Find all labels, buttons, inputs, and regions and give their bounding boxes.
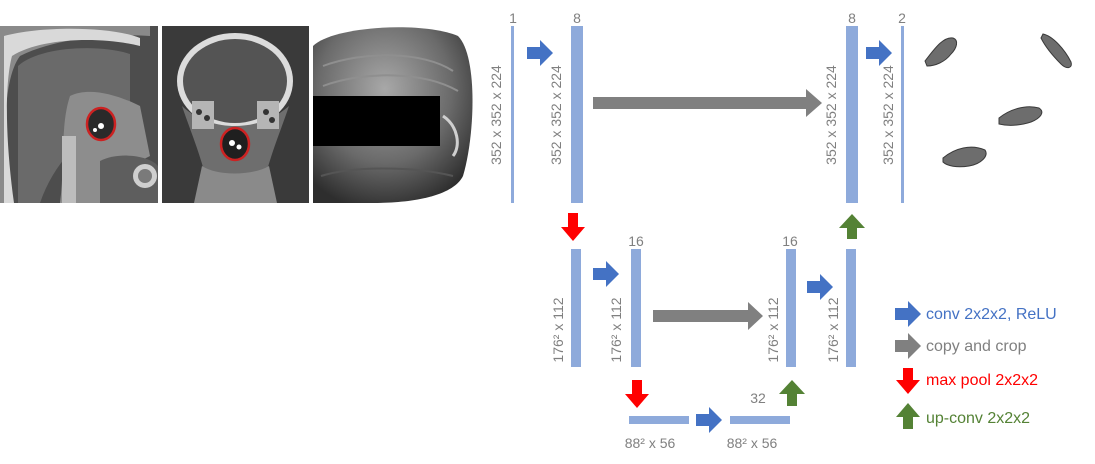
dim-label-enc1: 352 x 352 x 224 bbox=[548, 65, 564, 165]
legend-conv-icon bbox=[895, 301, 921, 327]
decoder1-feature-map-bar bbox=[846, 26, 858, 203]
3d-head-render-image bbox=[313, 26, 477, 203]
dim-label-up1: 176² x 112 bbox=[825, 297, 841, 362]
pool1-feature-map-bar bbox=[571, 249, 581, 367]
legend-pool-label: max pool 2x2x2 bbox=[926, 372, 1038, 389]
channel-label-enc2: 16 bbox=[628, 233, 644, 249]
dim-label-dec1: 352 x 352 x 224 bbox=[823, 65, 839, 165]
legend-up-icon bbox=[896, 403, 920, 429]
redaction-box bbox=[313, 96, 440, 146]
channel-label-input: 1 bbox=[509, 10, 517, 26]
legend-conv-label: conv 2x2x2, ReLU bbox=[926, 306, 1057, 323]
conv-arrow bbox=[866, 40, 892, 66]
channel-label-dec1: 8 bbox=[848, 10, 856, 26]
up-conv-arrow bbox=[839, 214, 865, 239]
sagittal-ct-image bbox=[0, 26, 158, 203]
channel-label-bottom: 32 bbox=[750, 390, 766, 406]
pool2-feature-map-bar bbox=[629, 416, 689, 424]
legend-up-label: up-conv 2x2x2 bbox=[926, 410, 1030, 427]
encoder2-feature-map-bar bbox=[631, 249, 641, 367]
conv-arrow bbox=[807, 274, 833, 300]
dim-label-pool1: 176² x 112 bbox=[550, 297, 566, 362]
up1-feature-map-bar bbox=[846, 249, 856, 367]
conv-arrow bbox=[527, 40, 553, 66]
max-pool-arrow bbox=[561, 213, 585, 241]
decoder2-feature-map-bar bbox=[786, 249, 796, 367]
channel-label-dec2: 16 bbox=[782, 233, 798, 249]
legend: conv 2x2x2, ReLU copy and crop max pool … bbox=[895, 301, 1057, 429]
copy-crop-arrow bbox=[593, 89, 822, 117]
dim-label-dec2: 176² x 112 bbox=[765, 297, 781, 362]
channel-label-enc1: 8 bbox=[573, 10, 581, 26]
dim-label-output: 352 x 352 x 224 bbox=[880, 65, 896, 165]
conv-arrow bbox=[696, 407, 722, 433]
input-feature-map-bar bbox=[511, 26, 514, 203]
dim-label-enc2: 176² x 112 bbox=[608, 297, 624, 362]
legend-pool-icon bbox=[896, 368, 920, 394]
dim-label-input: 352 x 352 x 224 bbox=[488, 65, 504, 165]
dim-label-bottleneck: 88² x 56 bbox=[727, 435, 778, 451]
legend-copy-icon bbox=[895, 333, 921, 359]
axial-ct-image bbox=[162, 26, 309, 203]
bottleneck-feature-map-bar bbox=[730, 416, 790, 424]
channel-label-output: 2 bbox=[898, 10, 906, 26]
legend-copy-label: copy and crop bbox=[926, 338, 1027, 355]
conv-arrow bbox=[593, 261, 619, 287]
segmentation-output-image bbox=[915, 26, 1095, 203]
output-feature-map-bar bbox=[901, 26, 904, 203]
copy-crop-arrow bbox=[653, 302, 763, 330]
encoder1-feature-map-bar bbox=[571, 26, 583, 203]
up-conv-arrow bbox=[779, 380, 805, 406]
max-pool-arrow bbox=[625, 380, 649, 408]
dim-label-pool2: 88² x 56 bbox=[625, 435, 676, 451]
